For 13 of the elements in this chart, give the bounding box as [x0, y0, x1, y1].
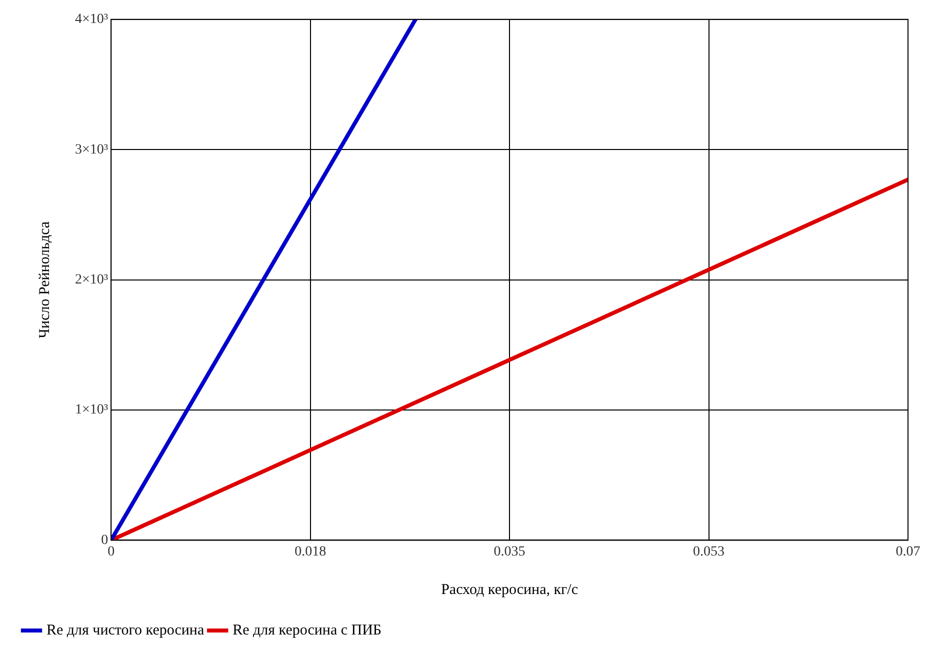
y-tick-label: 2×10³	[75, 272, 108, 288]
y-tick-label: 4×10³	[75, 12, 108, 28]
x-tick-label: 0.035	[494, 544, 526, 560]
legend-label: Re для керосина с ПИБ	[232, 622, 382, 638]
y-tick-label: 3×10³	[75, 142, 108, 158]
x-tick-label: 0.053	[693, 544, 725, 560]
x-tick-label: 0.07	[896, 544, 920, 560]
y-axis-title: Число Рейнольдса	[36, 221, 53, 338]
x-tick-label: 0.018	[294, 544, 326, 560]
y-tick-label: 1×10³	[75, 402, 108, 418]
y-tick-label: 0	[101, 532, 108, 548]
x-axis-title: Расход керосина, кг/с	[441, 582, 578, 598]
legend-label: Re для чистого керосина	[46, 622, 204, 638]
